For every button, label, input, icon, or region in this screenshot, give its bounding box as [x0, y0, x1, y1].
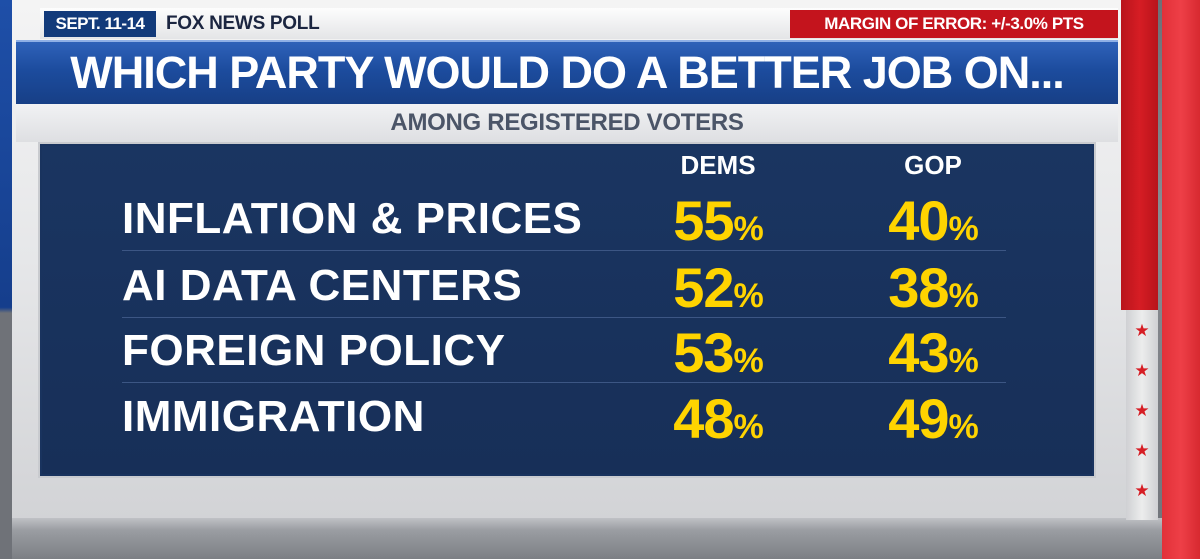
value-number: 52 [673, 256, 734, 319]
row-label: IMMIGRATION [122, 392, 425, 441]
left-edge-strip [0, 0, 12, 559]
value-number: 49 [888, 387, 949, 450]
title-bar: WHICH PARTY WOULD DO A BETTER JOB ON... [16, 40, 1118, 104]
right-edge-stripe [1162, 0, 1200, 559]
percent-sign: % [733, 277, 764, 315]
value-dems: 52% [628, 255, 808, 320]
value-gop: 43% [843, 320, 1023, 385]
value-number: 53 [673, 321, 734, 384]
chart-subtitle: AMONG REGISTERED VOTERS [390, 109, 744, 136]
value-dems: 55% [628, 188, 808, 253]
percent-sign: % [733, 408, 764, 446]
percent-sign: % [948, 277, 979, 315]
value-number: 38 [888, 256, 949, 319]
value-number: 43 [888, 321, 949, 384]
results-panel-inner [42, 146, 1092, 474]
value-dems: 48% [628, 386, 808, 451]
star-strip [1126, 310, 1158, 520]
value-gop: 40% [843, 188, 1023, 253]
poll-source-label: FOX NEWS POLL [166, 13, 320, 34]
star-icon: ★ [1134, 481, 1150, 500]
value-number: 40 [888, 189, 949, 252]
margin-of-error-tag: MARGIN OF ERROR: +/-3.0% PTS [790, 10, 1118, 38]
subtitle-bar: AMONG REGISTERED VOTERS [16, 104, 1118, 142]
percent-sign: % [733, 342, 764, 380]
row-divider [122, 250, 1006, 251]
value-number: 48 [673, 387, 734, 450]
red-side-stripe [1121, 0, 1158, 310]
value-gop: 49% [843, 386, 1023, 451]
value-dems: 53% [628, 320, 808, 385]
star-icon: ★ [1134, 321, 1150, 340]
chart-title: WHICH PARTY WOULD DO A BETTER JOB ON... [70, 47, 1065, 98]
value-gop: 38% [843, 255, 1023, 320]
percent-sign: % [733, 210, 764, 248]
star-icon: ★ [1134, 361, 1150, 380]
percent-sign: % [948, 408, 979, 446]
column-header-dems: DEMS [680, 150, 756, 180]
value-number: 55 [673, 189, 734, 252]
poll-date-tag: SEPT. 11-14 [44, 11, 156, 37]
percent-sign: % [948, 210, 979, 248]
percent-sign: % [948, 342, 979, 380]
star-icon: ★ [1134, 401, 1150, 420]
results-panel [38, 142, 1096, 478]
column-header-gop: GOP [904, 150, 962, 180]
row-label: FOREIGN POLICY [122, 326, 506, 375]
row-divider [122, 317, 1006, 318]
bottom-rail [12, 518, 1162, 559]
star-icon: ★ [1134, 441, 1150, 460]
row-label: INFLATION & PRICES [122, 194, 583, 243]
row-divider [122, 382, 1006, 383]
row-label: AI DATA CENTERS [122, 261, 523, 310]
